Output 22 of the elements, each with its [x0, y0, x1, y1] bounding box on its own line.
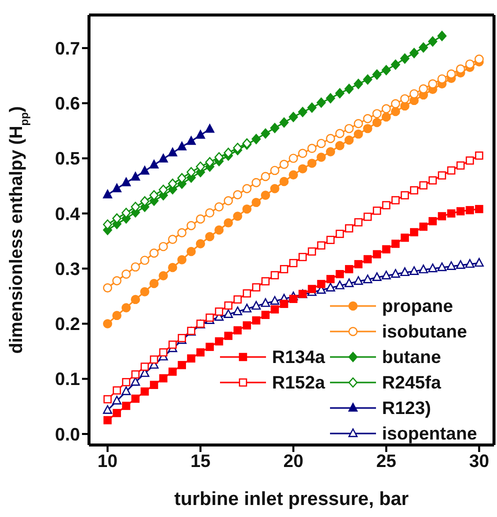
- legend-label: R152a: [272, 372, 326, 392]
- x-axis-title: turbine inlet pressure, bar: [174, 489, 410, 510]
- legend-label: R123): [382, 398, 432, 418]
- y-tick-label: 0.3: [54, 258, 80, 279]
- x-tick-label: 30: [469, 450, 490, 471]
- y-tick-label: 0.5: [54, 148, 80, 169]
- legend-label: isopentane: [382, 424, 478, 444]
- legend-label: propane: [382, 296, 454, 316]
- y-tick-label: 0.2: [54, 314, 80, 334]
- x-tick-label: 15: [190, 450, 210, 471]
- y-tick-label: 0.6: [54, 94, 80, 114]
- legend-label: butane: [382, 347, 442, 367]
- x-tick-label: 20: [283, 450, 304, 471]
- y-tick-label: 0.1: [54, 369, 80, 390]
- legend-label: R134a: [272, 347, 326, 367]
- y-tick-label: 0.7: [54, 38, 80, 58]
- x-tick-label: 25: [376, 450, 396, 471]
- x-tick-label: 10: [98, 450, 118, 471]
- legend-label: R245fa: [382, 372, 442, 392]
- legend-label: isobutane: [382, 322, 468, 342]
- y-tick-label: 0.0: [54, 424, 80, 444]
- y-tick-label: 0.4: [54, 204, 80, 224]
